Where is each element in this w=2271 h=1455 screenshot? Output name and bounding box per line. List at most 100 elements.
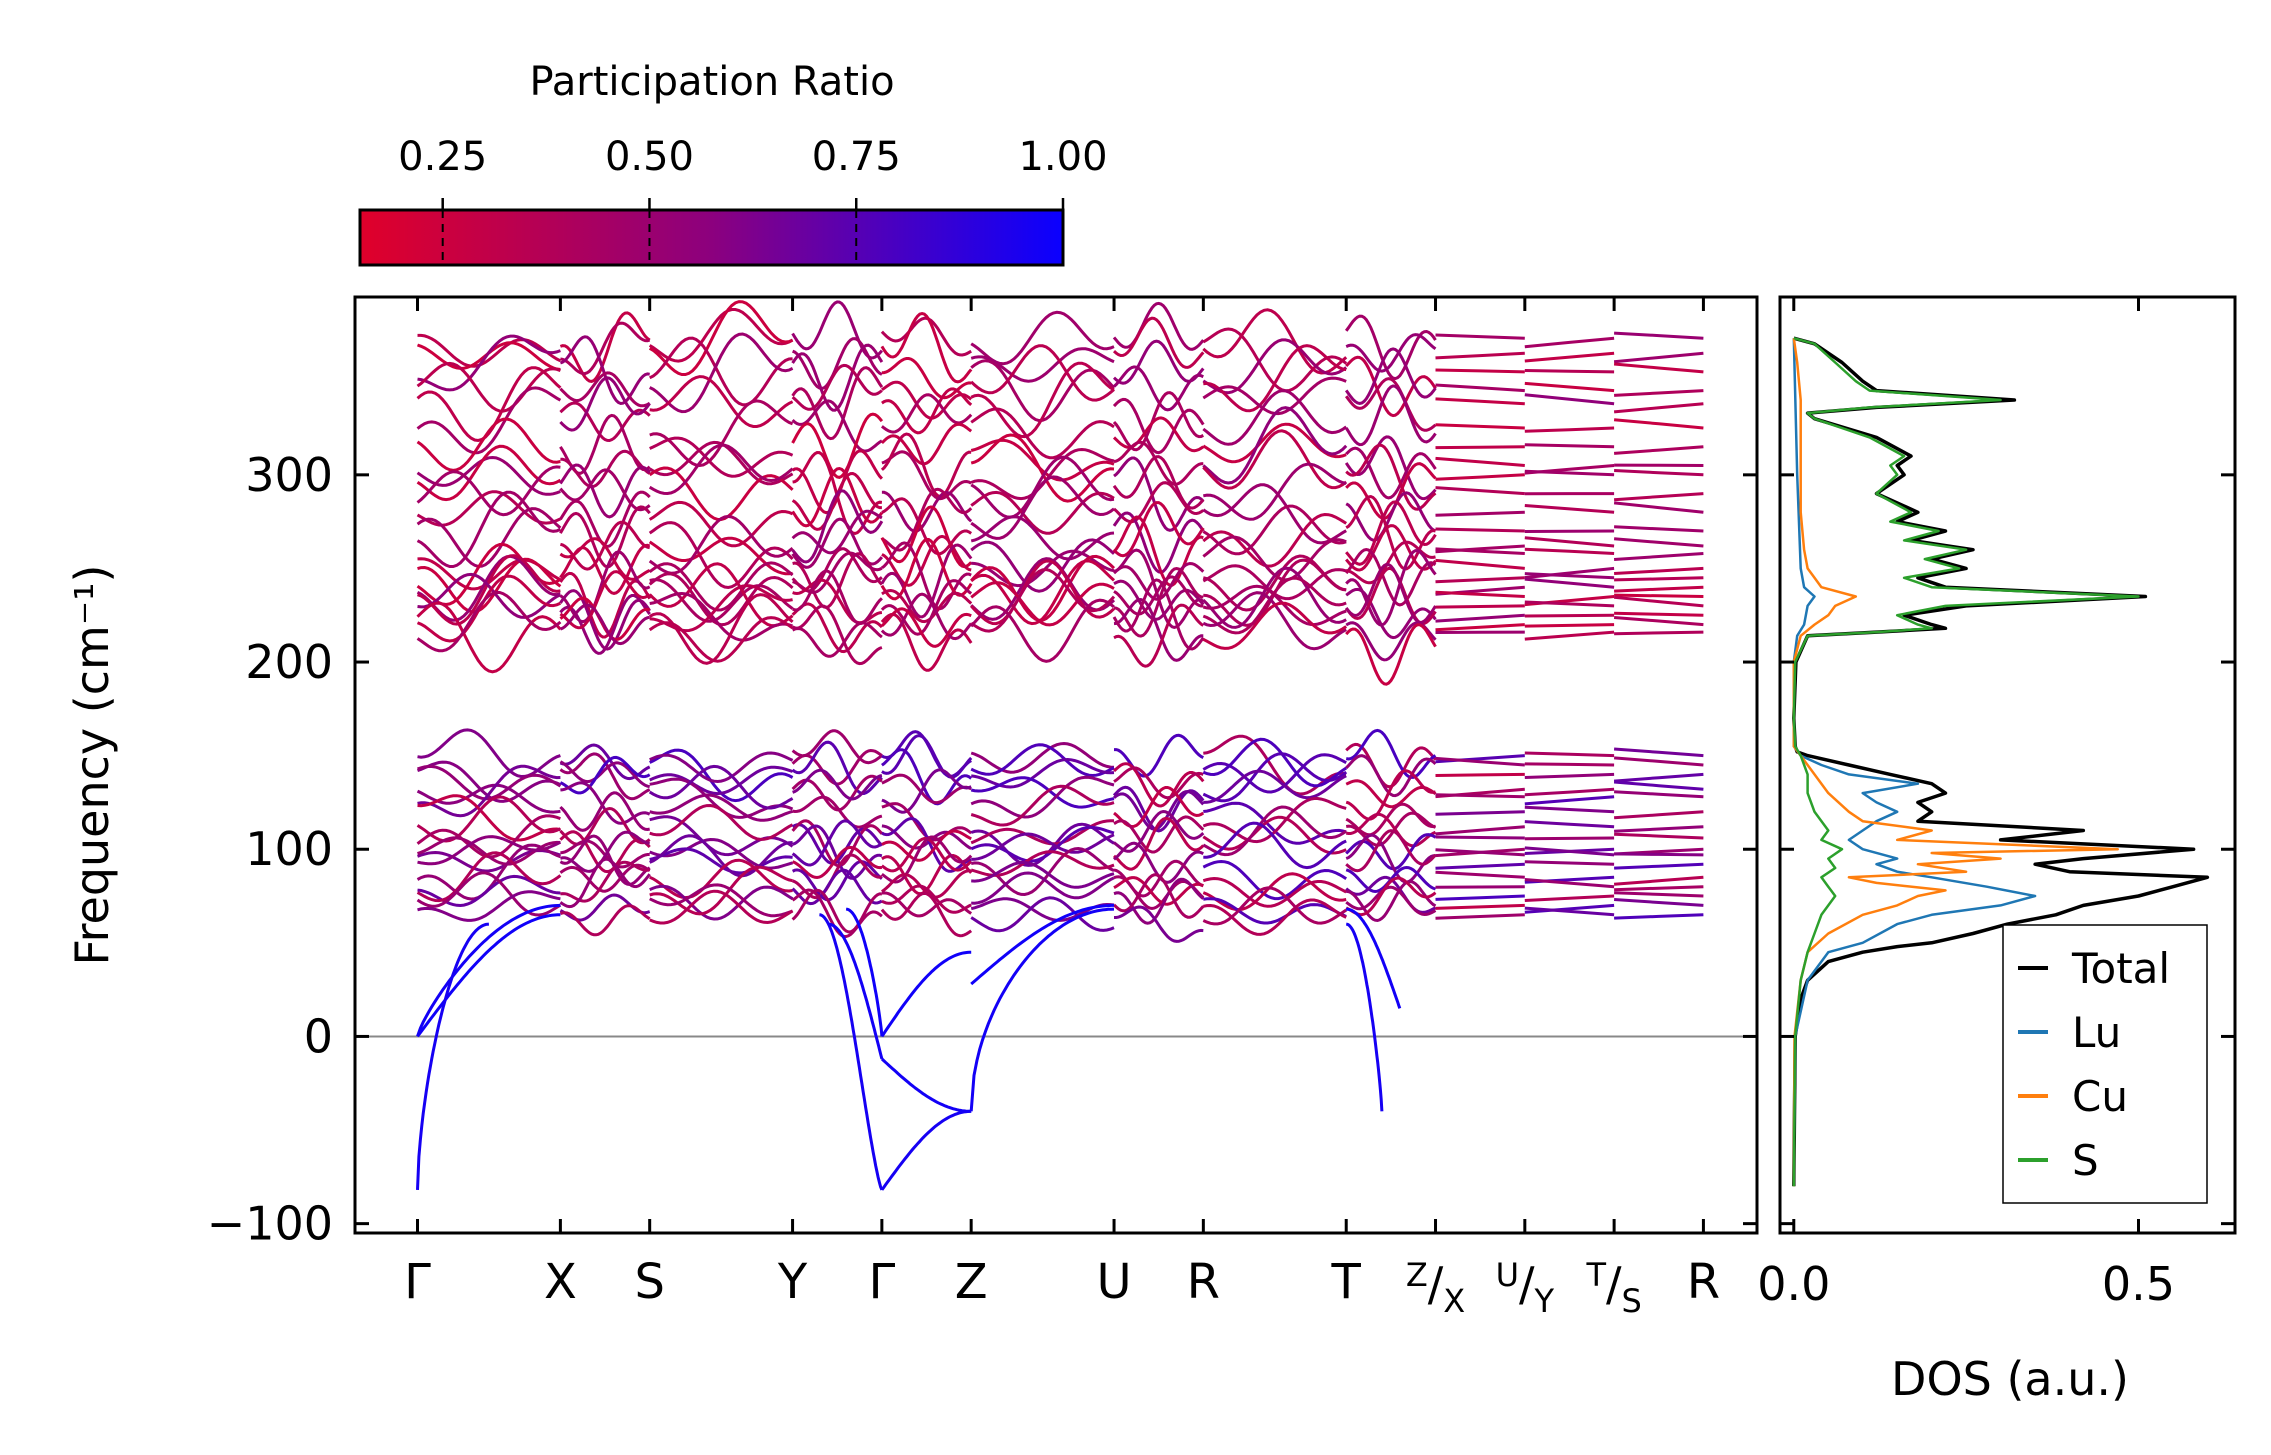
phonon-band	[559, 570, 651, 630]
phonon-band	[1203, 821, 1347, 870]
phonon-band	[791, 366, 884, 441]
phonon-band	[416, 760, 562, 803]
dos-frame	[1778, 295, 2237, 1235]
dos-curve-lu	[1792, 338, 2037, 1187]
phonon-band	[881, 829, 972, 862]
phonon-band	[1113, 579, 1205, 621]
colorbar-title: Participation Ratio	[529, 59, 894, 105]
phonon-band	[1345, 885, 1437, 917]
phonon-band	[559, 857, 651, 909]
dos-y-ticks	[1780, 473, 2235, 1226]
phonon-band	[1614, 832, 1704, 840]
phonon-band	[1202, 872, 1347, 912]
phonon-band	[1202, 504, 1347, 556]
phonon-band	[791, 449, 884, 515]
phonon-band	[559, 791, 650, 832]
phonon-band	[1112, 301, 1205, 351]
acoustic-band	[845, 907, 884, 1037]
phonon-band	[1613, 780, 1704, 791]
phonon-band	[1203, 898, 1347, 936]
phonon-band	[1524, 613, 1615, 618]
phonon-band	[1524, 504, 1615, 514]
phonon-band	[881, 835, 973, 884]
phonon-band	[881, 380, 973, 420]
phonon-band	[1614, 891, 1704, 898]
phonon-band	[649, 765, 794, 796]
phonon-band	[1524, 836, 1615, 841]
phonon-band	[559, 571, 652, 639]
colorbar-tick-label: 0.25	[398, 134, 487, 180]
phonon-band	[970, 515, 1115, 561]
dos-curve-s	[1792, 336, 2140, 1187]
phonon-band	[1345, 333, 1437, 373]
phonon-band	[1613, 747, 1704, 758]
phonon-band	[1345, 829, 1437, 873]
phonon-band	[1202, 483, 1347, 545]
phonon-band	[1203, 462, 1347, 521]
phonon-band	[1345, 754, 1437, 798]
phonon-band	[1614, 593, 1704, 598]
k-label: X	[544, 1254, 577, 1310]
phonon-band	[1112, 762, 1205, 808]
phonon-band	[880, 311, 973, 384]
phonon-band	[1613, 898, 1704, 907]
phonon-band	[1435, 613, 1525, 623]
phonon-band	[417, 333, 562, 368]
phonon-band	[970, 433, 1115, 503]
phonon-band	[1114, 733, 1204, 778]
phonon-band	[559, 830, 651, 874]
phonon-band	[560, 449, 651, 489]
phonon-band	[649, 883, 794, 918]
phonon-band	[1435, 397, 1525, 406]
phonon-band	[1346, 879, 1437, 923]
phonon-band	[559, 463, 651, 519]
phonon-band	[1113, 877, 1205, 925]
phonon-band	[1202, 601, 1348, 650]
y-axis-ticks: −100 0 100 200 300	[207, 448, 1757, 1251]
phonon-band	[648, 443, 794, 496]
phonon-band	[970, 554, 1116, 622]
phonon-band	[560, 860, 651, 903]
phonon-band	[648, 536, 793, 576]
phonon-band	[970, 581, 1115, 627]
phonon-band	[1202, 737, 1348, 788]
acoustic-band	[416, 922, 490, 1190]
phonon-band	[1613, 445, 1704, 455]
phonon-band	[648, 440, 794, 486]
phonon-band	[1345, 833, 1436, 884]
dos-panel: 0.0 0.5 DOS (a.u.) Total Lu Cu S	[1757, 295, 2237, 1406]
phonon-band	[417, 765, 562, 801]
phonon-band	[881, 884, 972, 914]
phonon-band	[880, 422, 973, 466]
phonon-band	[648, 308, 794, 363]
dos-legend: Total Lu Cu S	[2002, 924, 2208, 1204]
phonon-band	[1202, 815, 1347, 855]
phonon-band	[1202, 797, 1347, 844]
legend-label: Total	[2071, 944, 2170, 993]
phonon-band	[416, 444, 562, 502]
acoustic-band	[880, 1109, 972, 1191]
phonon-band	[970, 455, 1115, 519]
phonon-band	[416, 590, 562, 653]
phonon-band	[1614, 611, 1704, 617]
k-label: T	[1331, 1254, 1362, 1310]
phonon-band	[1524, 762, 1615, 767]
phonon-band	[649, 751, 794, 784]
phonon-band	[1613, 402, 1704, 414]
dos-x-tick-label: 0.5	[2102, 1257, 2175, 1311]
phonon-band	[970, 825, 1115, 863]
phonon-band	[791, 888, 883, 939]
phonon-band	[1524, 577, 1615, 589]
phonon-band	[1202, 566, 1347, 629]
phonon-band	[1524, 751, 1615, 758]
phonon-band	[1345, 524, 1437, 572]
phonon-band	[1345, 355, 1437, 418]
phonon-band	[416, 871, 562, 917]
phonon-band	[1435, 772, 1525, 777]
phonon-band	[649, 375, 794, 428]
k-label: R	[1187, 1254, 1220, 1310]
phonon-band	[1524, 351, 1615, 363]
phonon-band	[791, 300, 884, 360]
colorbar: Participation Ratio 0.25 0.50 0.75 1.00	[358, 59, 1108, 267]
phonon-band	[559, 596, 651, 642]
